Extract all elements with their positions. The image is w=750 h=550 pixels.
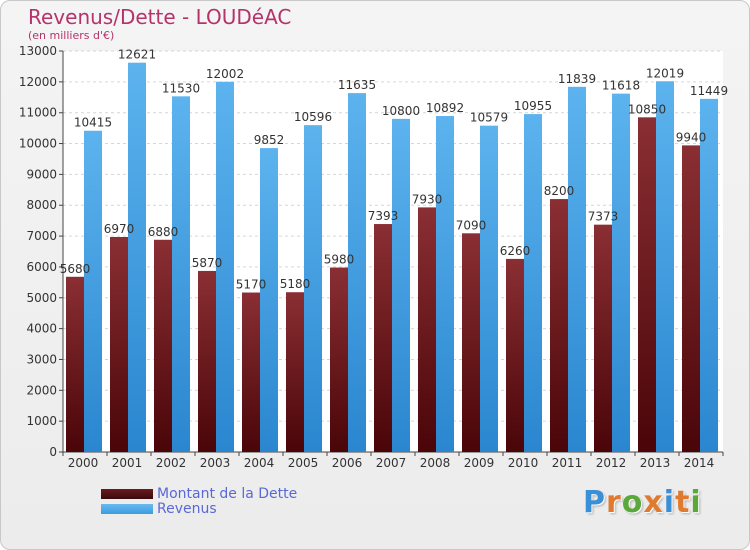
y-tick-label: 11000 — [19, 106, 57, 120]
data-label-revenus: 10892 — [426, 101, 464, 115]
data-label-dette: 7090 — [456, 218, 487, 232]
bar-dette — [330, 267, 348, 452]
bar-revenus — [84, 130, 102, 452]
x-tick-label: 2001 — [112, 456, 143, 470]
bar-dette — [374, 224, 392, 452]
bar-revenus — [348, 93, 366, 452]
x-tick-label: 2000 — [68, 456, 99, 470]
legend-swatch-revenus — [101, 504, 153, 514]
bar-revenus — [480, 125, 498, 453]
y-tick-label: 1000 — [26, 414, 57, 428]
x-tick-label: 2003 — [200, 456, 231, 470]
bar-dette — [198, 270, 216, 452]
data-label-revenus: 10579 — [470, 111, 508, 125]
bar-dette — [638, 117, 656, 453]
x-tick-label: 2012 — [596, 456, 627, 470]
x-tick-label: 2002 — [156, 456, 187, 470]
data-label-dette: 5980 — [324, 253, 355, 267]
bar-revenus — [392, 118, 410, 452]
data-label-dette: 7373 — [588, 210, 619, 224]
x-tick-label: 2004 — [244, 456, 275, 470]
data-label-revenus: 9852 — [254, 133, 285, 147]
data-label-dette: 9940 — [676, 130, 707, 144]
bar-revenus — [656, 81, 674, 453]
x-tick-label: 2010 — [508, 456, 539, 470]
data-label-dette: 8200 — [544, 184, 575, 198]
data-label-revenus: 10596 — [294, 110, 332, 124]
legend-label-dette: Montant de la Dette — [157, 486, 298, 502]
data-label-revenus: 11530 — [162, 81, 200, 95]
y-tick-label: 2000 — [26, 383, 57, 397]
y-tick-label: 10000 — [19, 137, 57, 151]
data-label-revenus: 11839 — [558, 72, 596, 86]
x-tick-label: 2006 — [332, 456, 363, 470]
data-label-dette: 6970 — [104, 222, 135, 236]
data-label-revenus: 10955 — [514, 99, 552, 113]
chart-title: Revenus/Dette - LOUDéAC — [28, 5, 292, 29]
bar-revenus — [524, 114, 542, 452]
bar-revenus — [568, 86, 586, 453]
bar-revenus — [436, 116, 454, 453]
x-tick-label: 2009 — [464, 456, 495, 470]
y-tick-label: 13000 — [19, 44, 57, 58]
legend-swatch-dette — [101, 489, 153, 499]
data-label-dette: 6880 — [148, 225, 179, 239]
bar-revenus — [172, 96, 190, 453]
y-tick-label: 8000 — [26, 198, 57, 212]
data-label-dette: 6260 — [500, 244, 531, 258]
y-tick-label: 6000 — [26, 260, 57, 274]
data-label-dette: 5680 — [60, 262, 91, 276]
x-tick-label: 2005 — [288, 456, 319, 470]
bar-dette — [242, 292, 260, 452]
bar-dette — [286, 292, 304, 452]
data-label-revenus: 11618 — [602, 79, 640, 93]
chart-subtitle: (en milliers d'€) — [28, 29, 115, 42]
data-label-dette: 5180 — [280, 277, 311, 291]
bar-dette — [154, 239, 172, 452]
data-label-revenus: 10800 — [382, 104, 420, 118]
bar-dette — [550, 199, 568, 452]
bar-revenus — [216, 81, 234, 453]
data-label-dette: 7930 — [412, 192, 443, 206]
proxiti-logo: Proxiti — [583, 485, 702, 520]
y-tick-label: 9000 — [26, 167, 57, 181]
x-tick-label: 2008 — [420, 456, 451, 470]
x-tick-label: 2011 — [552, 456, 583, 470]
x-tick-label: 2014 — [684, 456, 715, 470]
bar-dette — [594, 224, 612, 452]
data-label-dette: 5170 — [236, 278, 267, 292]
data-label-dette: 5870 — [192, 256, 223, 270]
bar-revenus — [700, 98, 718, 453]
x-tick-label: 2013 — [640, 456, 671, 470]
x-tick-label: 2007 — [376, 456, 407, 470]
bar-dette — [66, 276, 84, 452]
bar-revenus — [304, 125, 322, 453]
y-tick-label: 12000 — [19, 75, 57, 89]
bar-dette — [506, 258, 524, 452]
data-label-dette: 7393 — [368, 209, 399, 223]
bar-revenus — [260, 148, 278, 452]
y-tick-label: 0 — [49, 445, 57, 459]
data-label-dette: 10850 — [628, 102, 666, 116]
bar-dette — [462, 233, 480, 452]
data-label-revenus: 12002 — [206, 67, 244, 81]
bar-dette — [110, 237, 128, 452]
data-label-revenus: 11635 — [338, 78, 376, 92]
data-label-revenus: 12621 — [118, 48, 156, 62]
data-label-revenus: 12019 — [646, 66, 684, 80]
y-tick-label: 4000 — [26, 322, 57, 336]
legend-label-revenus: Revenus — [157, 501, 217, 517]
y-tick-label: 5000 — [26, 291, 57, 305]
bar-dette — [682, 145, 700, 453]
data-label-revenus: 10415 — [74, 116, 112, 130]
bar-dette — [418, 207, 436, 452]
data-label-revenus: 11449 — [690, 84, 728, 98]
bar-revenus — [612, 93, 630, 452]
bar-revenus — [128, 62, 146, 452]
y-tick-label: 7000 — [26, 229, 57, 243]
y-tick-label: 3000 — [26, 352, 57, 366]
